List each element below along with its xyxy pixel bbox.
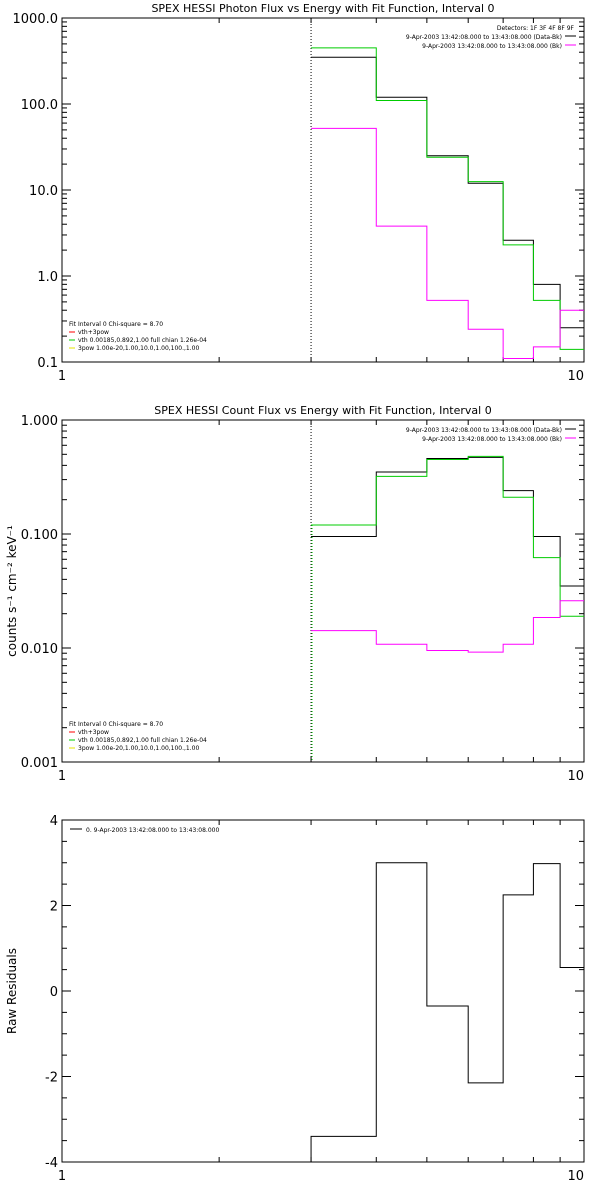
legend-entry: 3pow 1.00e-20,1.00,10.0,1.00,100.,1.00 xyxy=(78,745,199,752)
x-tick-label: 10 xyxy=(567,769,584,784)
y-axis-label: Raw Residuals xyxy=(5,948,19,1034)
x-tick-label: 1 xyxy=(58,769,66,784)
chart-title: SPEX HESSI Photon Flux vs Energy with Fi… xyxy=(151,2,494,15)
y-axis-label: counts s⁻¹ cm⁻² keV⁻¹ xyxy=(5,525,19,657)
series-vth-3pow xyxy=(311,455,584,617)
series-vth-3pow xyxy=(311,47,584,350)
x-tick-label: 1 xyxy=(58,369,66,384)
chart-title: SPEX HESSI Count Flux vs Energy with Fit… xyxy=(154,404,491,417)
plot-frame xyxy=(61,419,585,763)
plot-panel-2: SPEX HESSI Count Flux vs Energy with Fit… xyxy=(5,404,585,784)
y-tick-label: -4 xyxy=(45,1156,58,1171)
y-tick-label: 1.0 xyxy=(37,270,58,285)
y-tick-label: 0.010 xyxy=(21,642,58,657)
plot-panel-3: Raw Residuals -4 -2 0 2 4 1 10 0. 9-Apr-2003 13:… xyxy=(5,814,585,1184)
y-tick-label: 0.1 xyxy=(37,356,58,371)
legend-entry: 9-Apr-2003 13:42:08.000 to 13:43:08.000 … xyxy=(422,436,562,443)
plot-panel-1: SPEX HESSI Photon Flux vs Energy with Fi… xyxy=(13,2,585,384)
legend-entry: 9-Apr-2003 13:42:08.000 to 13:43:08.000 … xyxy=(422,43,562,50)
series-bk xyxy=(311,600,584,653)
y-tick-label: 1000.0 xyxy=(13,12,59,27)
legend-fit-heading: Fit Interval 0 Chi-square = 8.70 xyxy=(69,321,163,328)
plot-frame xyxy=(61,819,585,1163)
y-tick-label: 10.0 xyxy=(29,184,58,199)
series-0-9-apr-2003-13-42-08-000-to-13-43-08-000 xyxy=(310,862,584,1162)
legend-detectors: Detectors: 1F 3F 4F 8F 9F xyxy=(497,25,575,32)
legend-entry: vth+3pow xyxy=(78,329,109,336)
x-tick-label: 10 xyxy=(567,1169,584,1184)
y-tick-label: 1.000 xyxy=(21,414,58,429)
y-tick-label: 4 xyxy=(50,814,58,829)
series-bk xyxy=(311,127,584,359)
series-data-bk xyxy=(311,56,584,329)
plot-frame xyxy=(61,17,585,363)
legend-entry: vth+3pow xyxy=(78,729,109,736)
legend-fit-heading: Fit Interval 0 Chi-square = 8.70 xyxy=(69,721,163,728)
y-tick-label: 0.001 xyxy=(21,756,58,771)
legend-entry: 0. 9-Apr-2003 13:42:08.000 to 13:43:08.0… xyxy=(86,827,219,834)
y-tick-label: 0.100 xyxy=(21,528,58,543)
y-tick-label: 100.0 xyxy=(21,98,58,113)
y-tick-label: 0 xyxy=(50,985,58,1000)
legend-entry: 9-Apr-2003 13:42:08.000 to 13:43:08.000 … xyxy=(406,34,562,41)
y-tick-label: -2 xyxy=(45,1071,58,1086)
series-data-bk xyxy=(311,456,584,587)
legend-entry: vth 0.00185,0.892,1.00 full chian 1.26e-… xyxy=(78,737,207,744)
x-tick-label: 1 xyxy=(58,1169,66,1184)
legend-entry: 3pow 1.00e-20,1.00,10.0,1.00,100.,1.00 xyxy=(78,345,199,352)
y-tick-label: 2 xyxy=(50,900,58,915)
x-tick-label: 10 xyxy=(567,369,584,384)
legend-entry: 9-Apr-2003 13:42:08.000 to 13:43:08.000 … xyxy=(406,427,562,434)
legend-entry: vth 0.00185,0.892,1.00 full chian 1.26e-… xyxy=(78,337,207,344)
